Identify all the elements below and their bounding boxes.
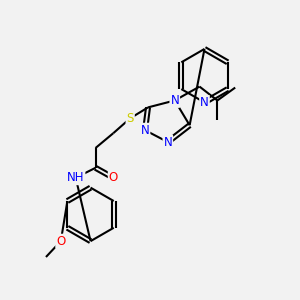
Text: O: O (56, 235, 65, 248)
Text: NH: NH (67, 171, 84, 184)
Text: N: N (164, 136, 172, 148)
Text: O: O (109, 171, 118, 184)
Text: S: S (127, 112, 134, 125)
Text: N: N (170, 94, 179, 107)
Text: N: N (200, 96, 209, 109)
Text: N: N (141, 124, 149, 137)
